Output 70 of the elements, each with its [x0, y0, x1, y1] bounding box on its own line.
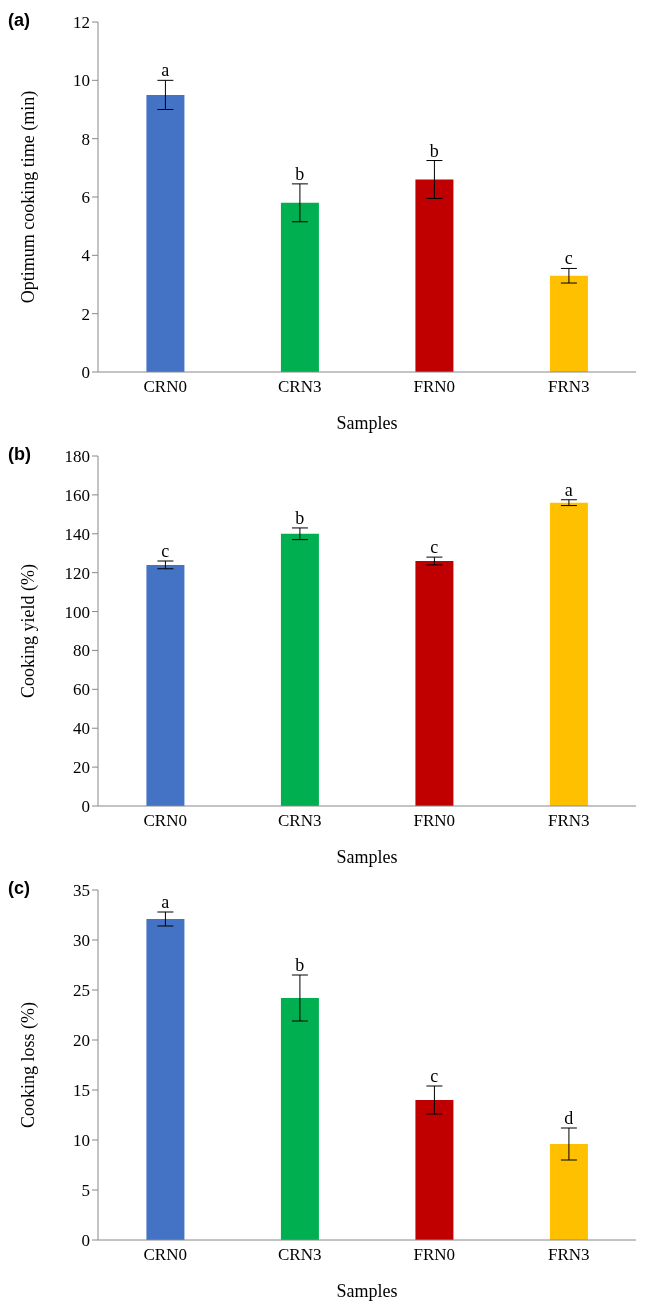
- y-tick-label: 80: [73, 641, 90, 661]
- y-tick-label: 6: [81, 188, 90, 208]
- chart-title: (a): [8, 10, 30, 31]
- x-tick-label: CRN3: [278, 811, 322, 831]
- y-tick-label: 5: [81, 1181, 90, 1201]
- chart-title: (b): [8, 444, 31, 465]
- y-tick-label: 35: [73, 881, 90, 901]
- annotation: c: [564, 248, 573, 269]
- x-tick-label: CRN0: [143, 377, 187, 397]
- y-tick-label: 30: [73, 931, 90, 951]
- bar: [280, 202, 319, 372]
- y-tick-label: 15: [73, 1081, 90, 1101]
- y-tick-label: 60: [73, 680, 90, 700]
- x-tick-label: FRN0: [413, 377, 456, 397]
- y-tick-label: 20: [73, 758, 90, 778]
- y-axis-title: Cooking yield (%): [18, 564, 40, 698]
- x-tick-label: FRN3: [547, 811, 590, 831]
- x-axis-title: Samples: [336, 846, 398, 867]
- y-tick-label: 10: [73, 1131, 90, 1151]
- bar: [146, 919, 185, 1240]
- y-tick-label: 2: [81, 304, 90, 324]
- annotation: a: [564, 479, 573, 500]
- y-tick-label: 160: [64, 485, 90, 505]
- x-tick-label: FRN3: [547, 377, 590, 397]
- y-tick-label: 25: [73, 981, 90, 1001]
- y-tick-label: 10: [73, 71, 90, 91]
- y-axis-title: Optimum cooking time (min): [18, 90, 40, 304]
- x-tick-label: CRN3: [278, 377, 322, 397]
- y-tick-label: 120: [64, 563, 90, 583]
- y-axis-title: Cooking loss (%): [18, 1001, 40, 1128]
- bar: [280, 998, 319, 1240]
- x-axis-title: Samples: [336, 412, 398, 433]
- bar: [549, 502, 588, 806]
- bar: [415, 561, 454, 806]
- annotation: d: [564, 1108, 574, 1128]
- bar: [549, 1144, 588, 1240]
- annotation: c: [430, 1066, 439, 1086]
- y-tick-label: 140: [64, 524, 90, 544]
- bar: [280, 533, 319, 806]
- annotation: b: [429, 140, 439, 161]
- annotation: c: [161, 541, 170, 561]
- y-tick-label: 40: [73, 719, 90, 739]
- y-tick-label: 0: [81, 363, 90, 383]
- y-tick-label: 20: [73, 1031, 90, 1051]
- x-tick-label: CRN0: [143, 1245, 187, 1265]
- bar: [146, 564, 185, 806]
- y-tick-label: 8: [81, 129, 90, 149]
- bar: [415, 179, 454, 372]
- y-tick-label: 180: [64, 447, 90, 467]
- annotation: a: [161, 892, 170, 912]
- y-tick-label: 0: [81, 1231, 90, 1251]
- x-tick-label: CRN3: [278, 1245, 322, 1265]
- y-tick-label: 100: [64, 602, 90, 622]
- y-tick-label: 4: [81, 246, 91, 266]
- x-tick-label: FRN3: [547, 1245, 590, 1265]
- annotation: c: [430, 537, 439, 558]
- bar: [146, 94, 185, 372]
- bar: [549, 275, 588, 372]
- bar: [415, 1100, 454, 1240]
- chart-title: (c): [8, 878, 30, 899]
- x-tick-label: FRN0: [413, 1245, 456, 1265]
- annotation: a: [161, 60, 170, 81]
- annotation: b: [295, 163, 305, 184]
- x-tick-label: FRN0: [413, 811, 456, 831]
- x-tick-label: CRN0: [143, 811, 187, 831]
- annotation: b: [295, 955, 305, 975]
- y-tick-label: 12: [73, 13, 90, 33]
- annotation: b: [295, 507, 305, 528]
- y-tick-label: 0: [81, 797, 90, 817]
- x-axis-title: Samples: [336, 1280, 398, 1301]
